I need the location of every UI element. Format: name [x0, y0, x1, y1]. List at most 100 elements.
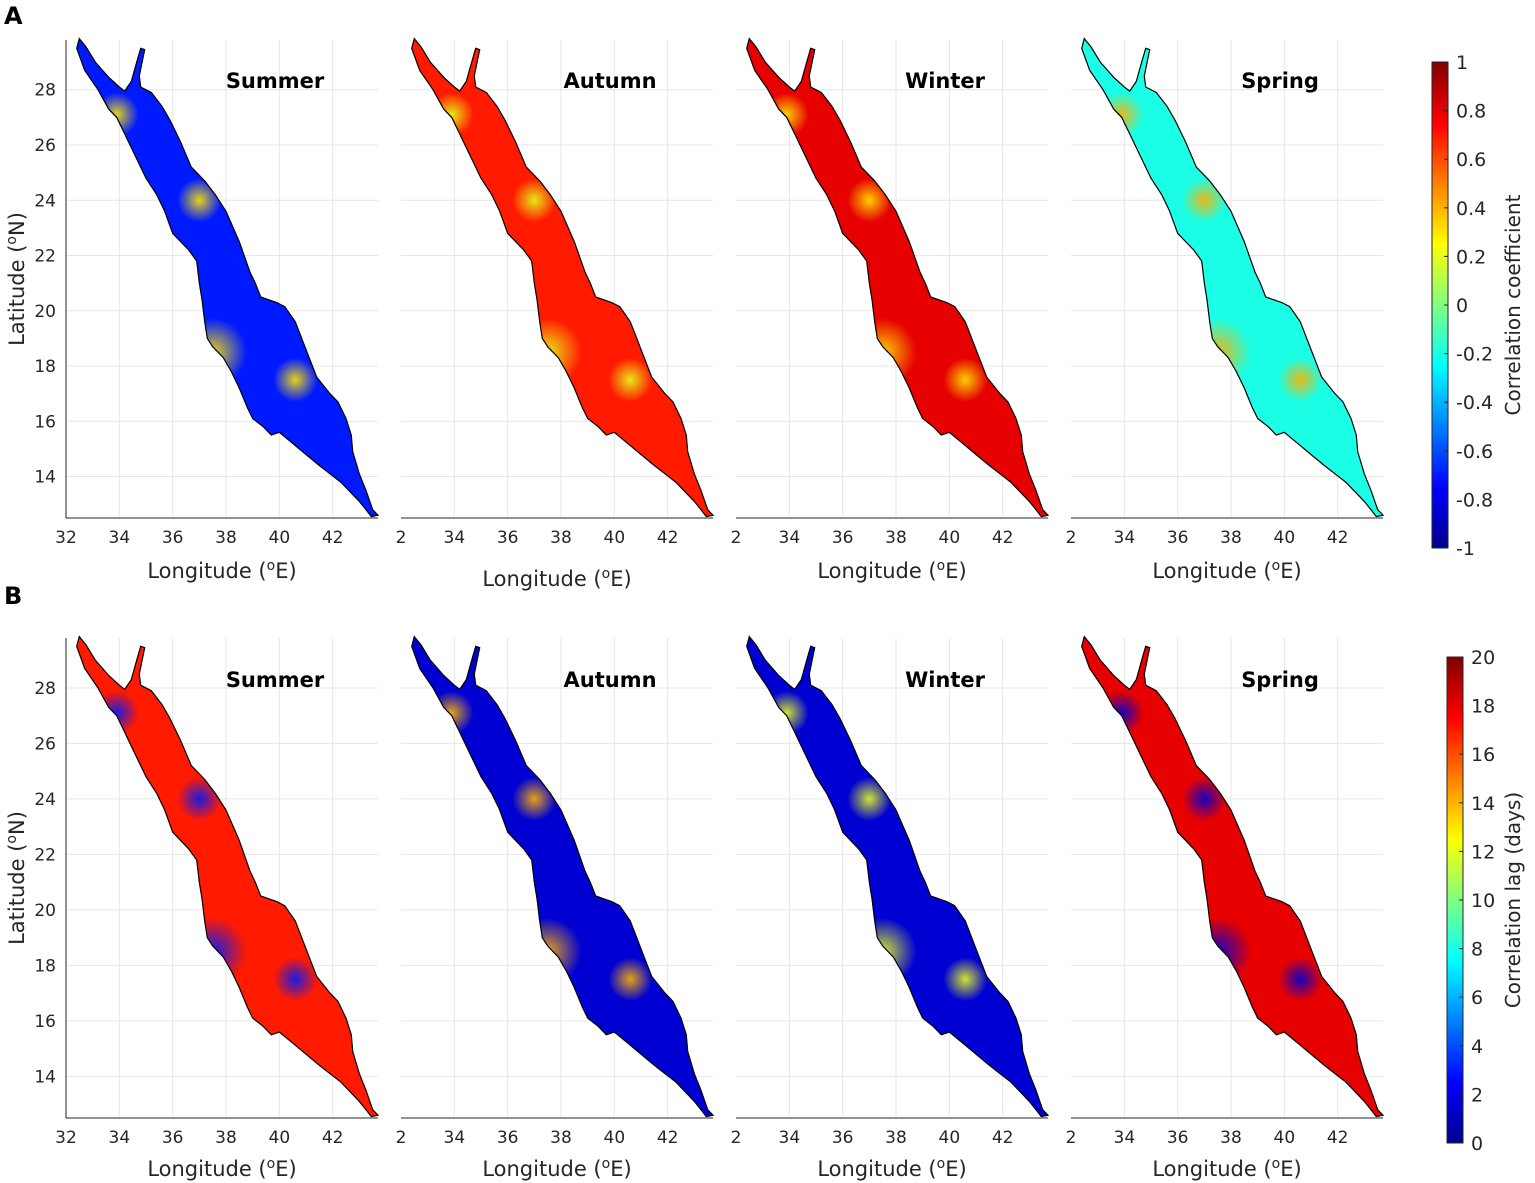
x-axis-label-superscript: o	[267, 1156, 276, 1172]
x-tick-label: 40	[604, 1128, 626, 1148]
x-tick-label: 34	[1114, 528, 1136, 548]
x-tick-label: 42	[992, 528, 1014, 548]
hotspot-patch	[608, 357, 653, 402]
x-axis-label-superscript: o	[602, 566, 611, 582]
y-tick-label: 28	[34, 679, 56, 699]
x-tick-label: 34	[109, 528, 131, 548]
colorbar-tick-label: 12	[1471, 841, 1495, 863]
colorbar-label: Correlation coefficient	[1501, 194, 1525, 415]
colorbar-tick-label: 0.6	[1456, 149, 1486, 171]
hotspot-patch	[177, 178, 222, 223]
colorbar-tick-label: 1	[1456, 52, 1468, 74]
y-tick-label: 14	[34, 468, 56, 488]
x-axis-label-superscript: o	[937, 558, 946, 574]
x-axis-label: Longitude (oE)	[147, 558, 296, 583]
y-tick-label: 14	[34, 1067, 56, 1087]
colorbar-tick-label: 6	[1471, 987, 1483, 1009]
x-tick-label: 38	[215, 528, 237, 548]
x-axis-label-tail: E)	[610, 1157, 631, 1181]
x-tick-label: 40	[269, 1128, 291, 1148]
x-tick-label: 42	[1327, 1128, 1349, 1148]
x-tick-label: 38	[550, 528, 572, 548]
colorbar-tick-label: 16	[1471, 744, 1495, 766]
colorbar-tick-label: -1	[1456, 538, 1475, 560]
x-axis-label: Longitude (oE)	[482, 566, 631, 591]
y-axis-label-base: Latitude (	[5, 844, 29, 945]
x-tick-label: 40	[939, 1128, 961, 1148]
x-axis-label-tail: E)	[945, 559, 966, 583]
x-tick-label: 42	[322, 528, 344, 548]
map-axes-spring: 2 34 36 38 40 42 Longitude (oE) Spring	[1066, 635, 1385, 1181]
x-axis-label: Longitude (oE)	[1152, 1156, 1301, 1181]
x-tick-label: 2	[731, 1128, 742, 1148]
y-axis-label: Latitude (oN)	[4, 212, 29, 346]
x-tick-label: 34	[1114, 1128, 1136, 1148]
y-tick-label: 20	[34, 901, 56, 921]
x-axis-label-tail: E)	[275, 559, 296, 583]
x-tick-label: 2	[396, 528, 407, 548]
x-tick-label: 42	[657, 528, 679, 548]
colorbar-tick-label: 0.8	[1456, 101, 1486, 123]
x-axis-label: Longitude (oE)	[1152, 558, 1301, 583]
x-tick-label: 38	[550, 1128, 572, 1148]
season-title: Winter	[905, 668, 986, 692]
y-tick-label: 22	[34, 247, 56, 267]
x-tick-label: 42	[1327, 528, 1349, 548]
x-tick-label: 2	[396, 1128, 407, 1148]
y-tick-label: 22	[34, 845, 56, 865]
y-axis-label-tail: N)	[5, 212, 29, 236]
map-axes-winter: 2 34 36 38 40 42 Longitude (oE) Winter	[731, 37, 1050, 583]
season-title: Summer	[226, 69, 325, 93]
map-axes-autumn: 2 34 36 38 40 42 Longitude (oE) Autumn	[396, 635, 715, 1181]
x-axis-label-tail: E)	[945, 1157, 966, 1181]
coastline	[411, 635, 715, 1118]
season-title: Autumn	[564, 69, 657, 93]
x-axis-label-base: Longitude (	[1152, 1157, 1271, 1181]
coastline	[1081, 37, 1385, 518]
panel-label-a: A	[4, 2, 23, 30]
hotspot-patch	[608, 957, 653, 1002]
colorbar-tick-label: 8	[1471, 939, 1483, 961]
colorbar-tick-label: 20	[1471, 647, 1495, 669]
hotspot-patch	[943, 957, 988, 1002]
coastline	[746, 635, 1050, 1118]
x-tick-label: 34	[109, 1128, 131, 1148]
x-tick-label: 2	[1066, 528, 1077, 548]
colorbar-tick-label: 0	[1471, 1133, 1483, 1155]
x-axis-label-base: Longitude (	[1152, 559, 1271, 583]
season-title: Summer	[226, 668, 325, 692]
colorbar-tick-label: 4	[1471, 1036, 1483, 1058]
season-title: Spring	[1241, 668, 1319, 692]
x-tick-label: 42	[657, 1128, 679, 1148]
hotspot-patch	[1182, 776, 1227, 821]
colorbar-tick-label: 10	[1471, 890, 1495, 912]
map-axes-winter: 2 34 36 38 40 42 Longitude (oE) Winter	[731, 635, 1050, 1181]
hotspot-patch	[943, 357, 988, 402]
x-axis-label-superscript: o	[1272, 558, 1281, 574]
x-axis-label: Longitude (oE)	[817, 1156, 966, 1181]
x-axis-label-superscript: o	[937, 1156, 946, 1172]
y-tick-label: 18	[34, 956, 56, 976]
y-tick-label: 16	[34, 412, 56, 432]
x-tick-label: 36	[1167, 528, 1189, 548]
x-tick-label: 40	[939, 528, 961, 548]
x-tick-label: 36	[832, 528, 854, 548]
x-axis-label-base: Longitude (	[817, 559, 936, 583]
season-title: Winter	[905, 69, 986, 93]
x-tick-label: 40	[1274, 528, 1296, 548]
colorbar-a: 1 0.8 0.6 0.4 0.2 0 -0.2 -0.4 -0.6 -0.8 -1 Correlat…	[1431, 52, 1525, 560]
coastline	[1081, 635, 1385, 1118]
x-tick-label: 38	[215, 1128, 237, 1148]
y-axis-label-base: Latitude (	[5, 245, 29, 346]
x-tick-label: 36	[497, 528, 519, 548]
colorbar-tick-label: 14	[1471, 793, 1495, 815]
x-tick-label: 40	[1274, 1128, 1296, 1148]
season-title: Spring	[1241, 69, 1319, 93]
x-tick-label: 36	[497, 1128, 519, 1148]
x-tick-label: 2	[1066, 1128, 1077, 1148]
x-tick-label: 42	[992, 1128, 1014, 1148]
y-tick-label: 28	[34, 81, 56, 101]
y-tick-label: 20	[34, 302, 56, 322]
